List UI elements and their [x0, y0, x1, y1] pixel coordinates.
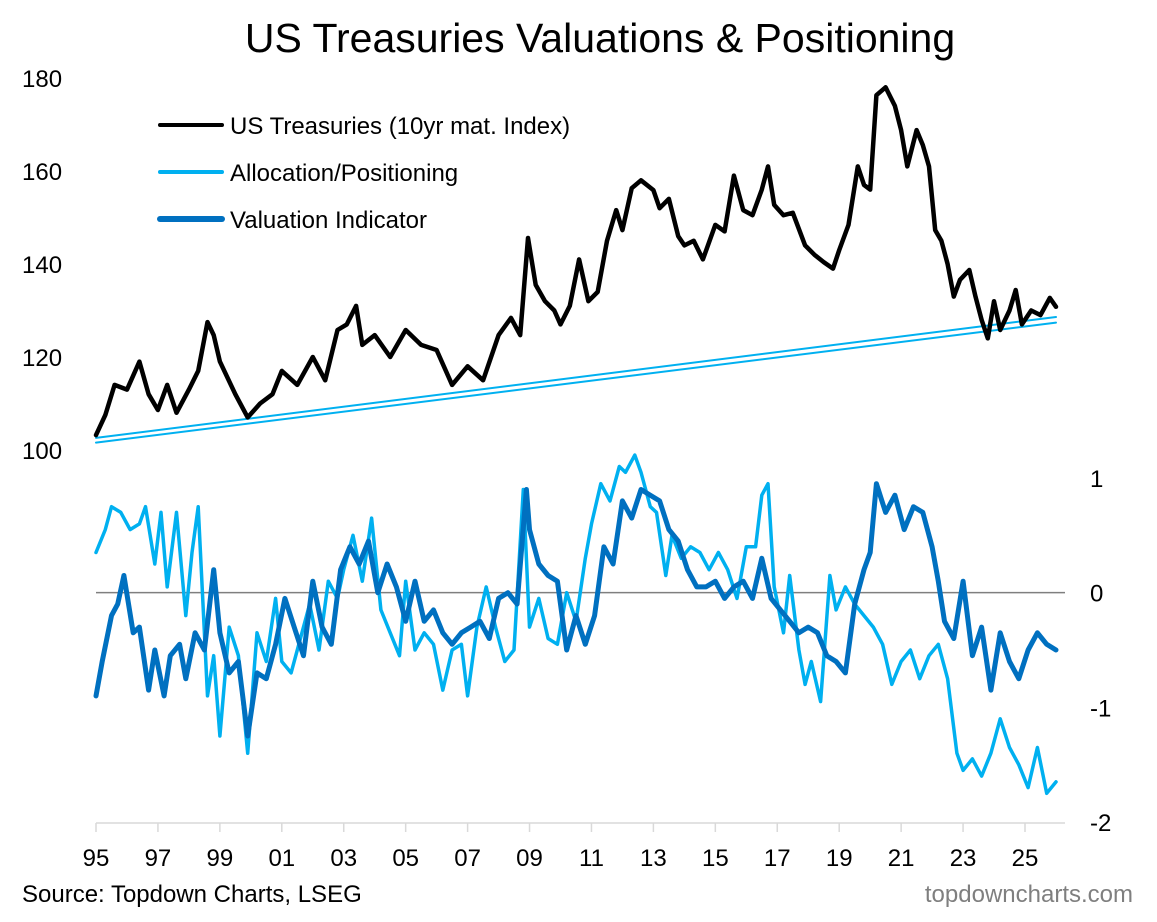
x-tick-label: 95 — [83, 845, 110, 872]
series-line-trendline-upper — [95, 316, 1057, 439]
x-tick-label: 97 — [145, 845, 172, 872]
x-tick-label: 11 — [579, 845, 604, 872]
x-tick-label: 17 — [764, 845, 791, 872]
brand-watermark: topdowncharts.com — [925, 881, 1133, 908]
legend-label: Allocation/Positioning — [230, 160, 458, 187]
right-tick-label: -1 — [1090, 695, 1111, 722]
x-tick-label: 21 — [888, 845, 915, 872]
left-tick-label: 160 — [22, 159, 62, 186]
x-tick-label: 05 — [392, 845, 419, 872]
right-tick-label: -2 — [1090, 810, 1111, 837]
x-tick-label: 99 — [207, 845, 234, 872]
source-note: Source: Topdown Charts, LSEG — [22, 881, 362, 908]
legend-label: Valuation Indicator — [230, 207, 427, 234]
left-tick-label: 140 — [22, 252, 62, 279]
x-axis: 95 97 99 01 03 05 07 09 11 13 15 17 19 21 23 25 — [83, 822, 1065, 872]
right-tick-label: 1 — [1090, 466, 1103, 493]
right-tick-label: 0 — [1090, 581, 1103, 608]
x-tick-label: 03 — [330, 845, 357, 872]
legend: US Treasuries (10yr mat. Index) Allocatio… — [157, 113, 570, 234]
x-tick-label: 25 — [1012, 845, 1039, 872]
x-tick-label: 13 — [640, 845, 667, 872]
left-axis: 100 120 140 160 180 — [22, 66, 62, 465]
left-tick-label: 120 — [22, 345, 62, 372]
x-tick-label: 01 — [268, 845, 295, 872]
x-tick-label: 19 — [826, 845, 853, 872]
chart-title: US Treasuries Valuations & Positioning — [245, 15, 955, 61]
right-axis: 1 0 -1 -2 — [1090, 466, 1111, 837]
x-tick-label: 09 — [516, 845, 543, 872]
left-tick-label: 100 — [22, 438, 62, 465]
series-line-valuation-indicator — [93, 481, 1059, 739]
x-tick-label: 15 — [702, 845, 729, 872]
legend-label: US Treasuries (10yr mat. Index) — [230, 113, 570, 140]
x-tick-label: 07 — [454, 845, 481, 872]
series-group — [93, 85, 1059, 796]
series-line-trendline-lower — [95, 321, 1057, 444]
x-tick-label: 23 — [950, 845, 977, 872]
series-line-us-treasuries-10yr-mat-index — [93, 85, 1059, 438]
left-tick-label: 180 — [22, 66, 62, 93]
